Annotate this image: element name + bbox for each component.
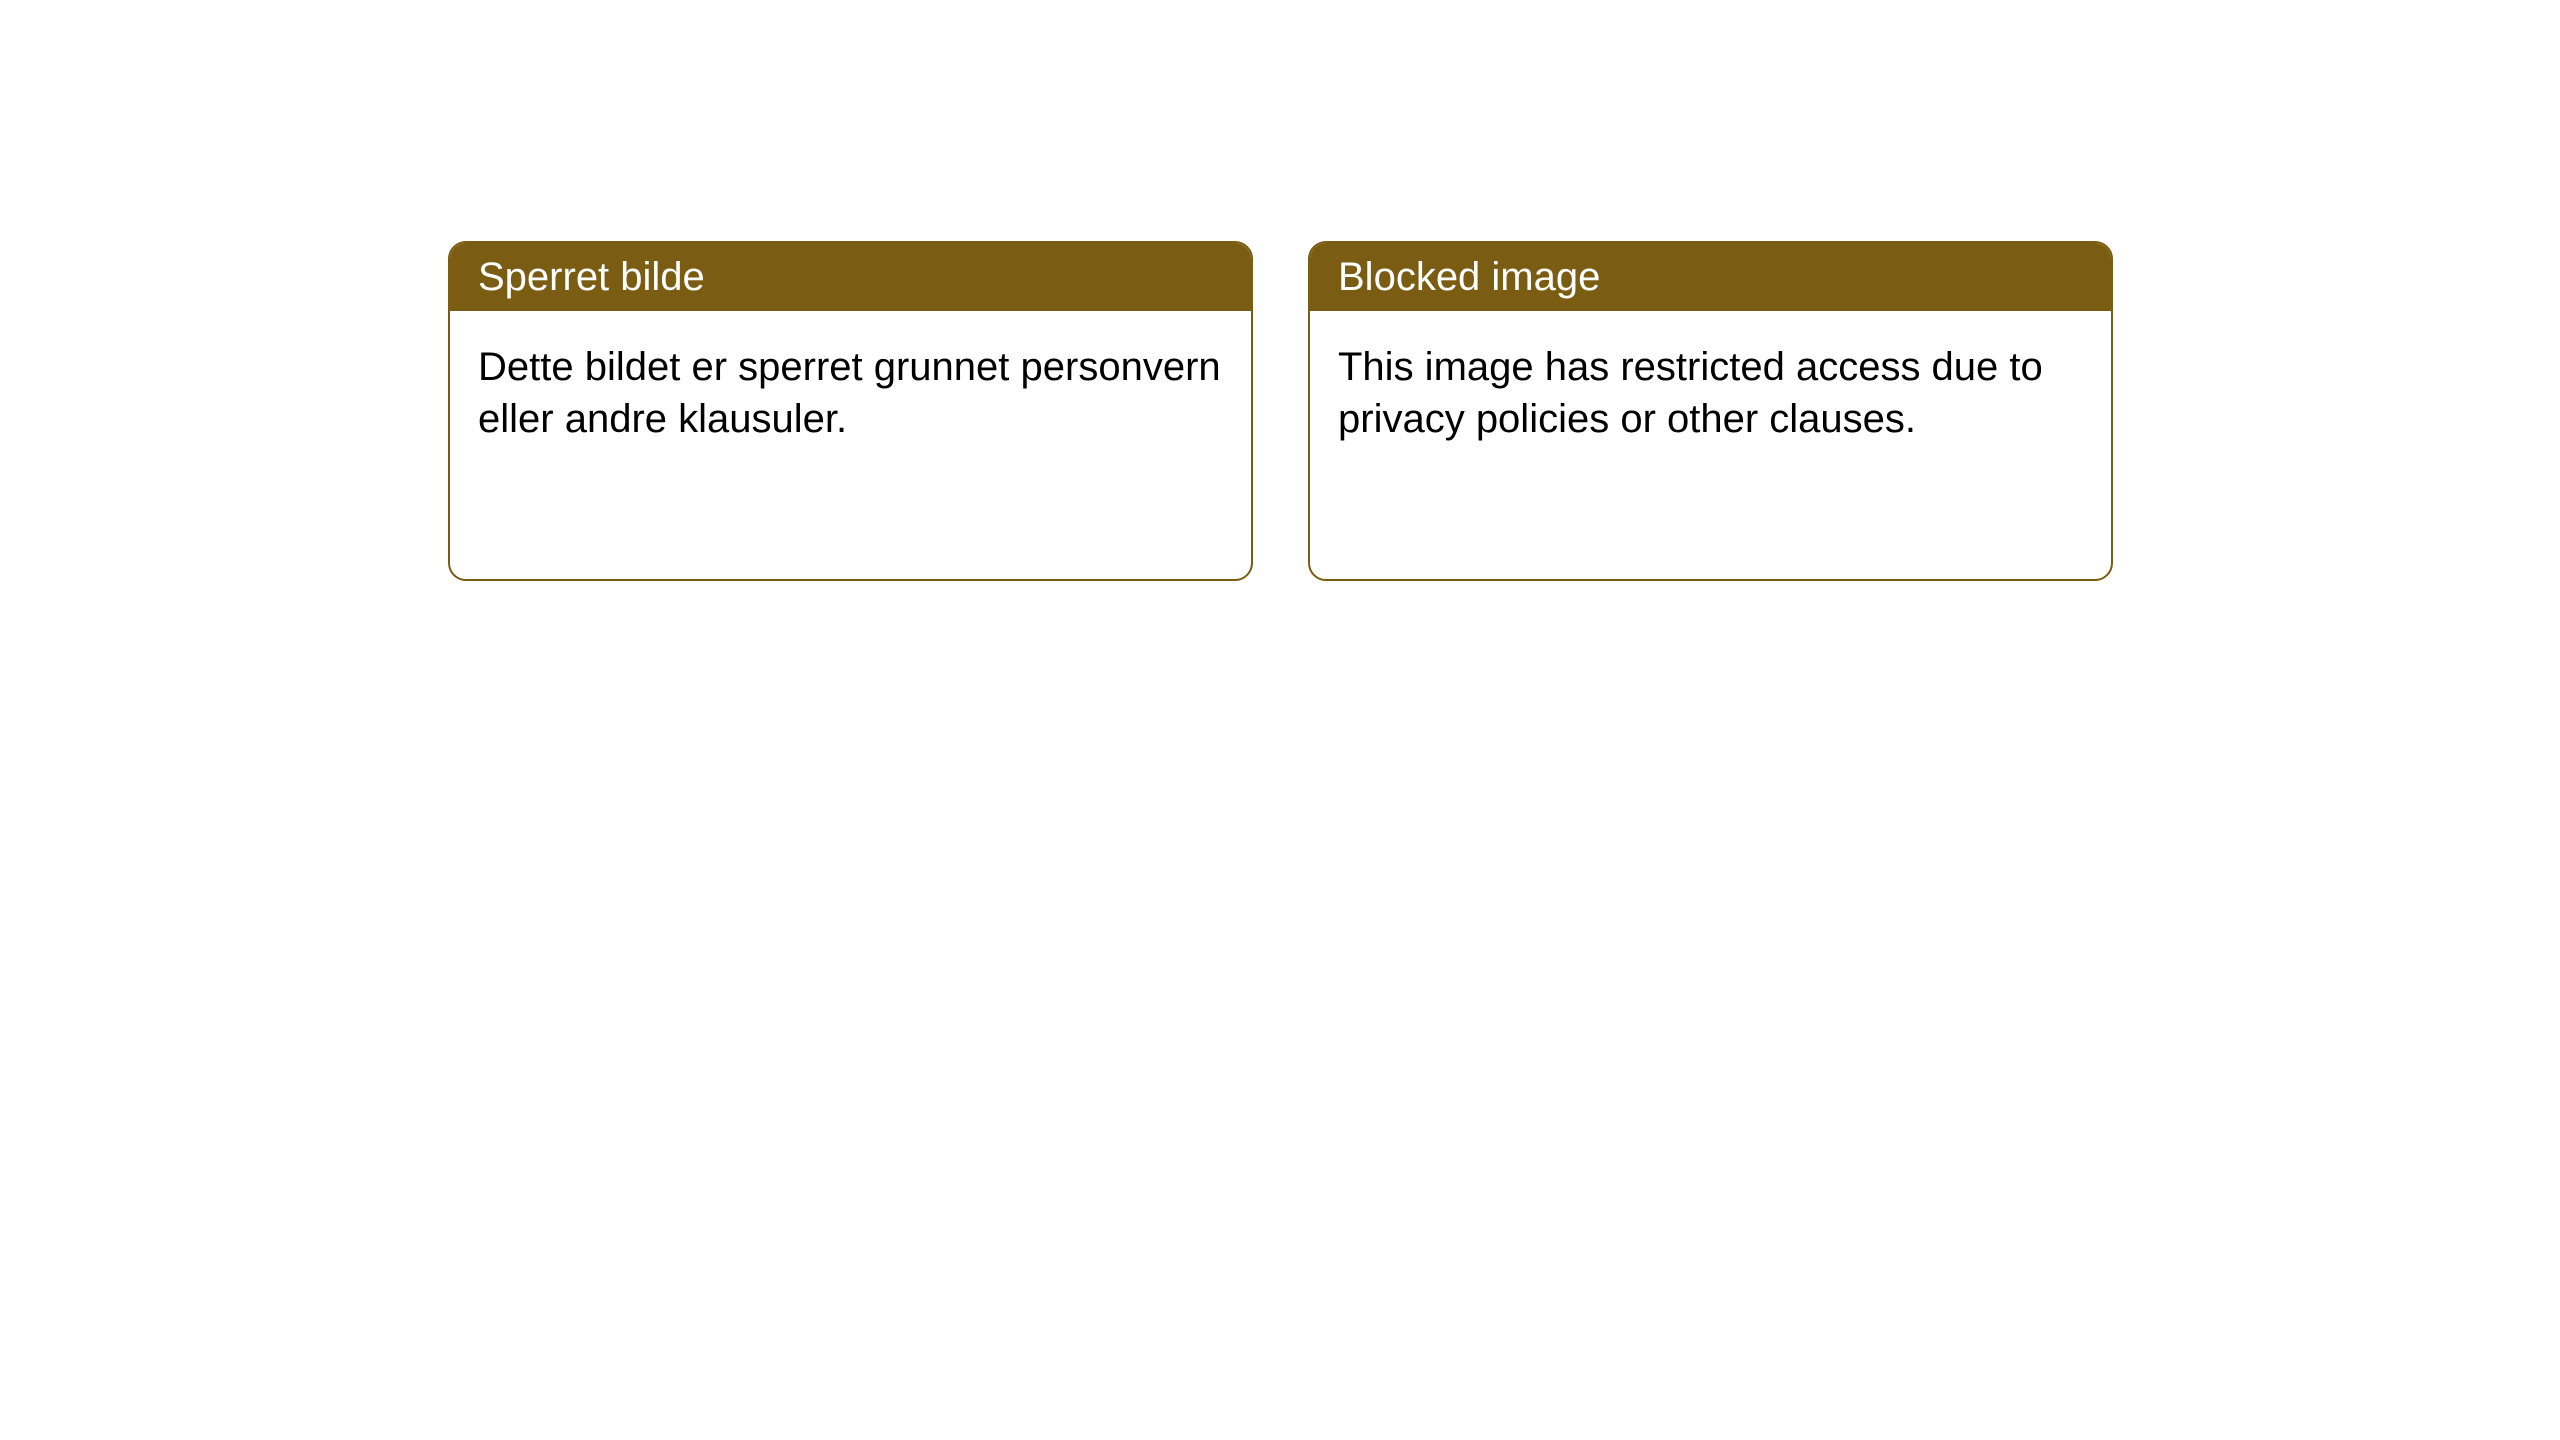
notice-body-norwegian: Dette bildet er sperret grunnet personve… (450, 311, 1251, 475)
notice-title-norwegian: Sperret bilde (478, 255, 705, 299)
notice-card-english: Blocked image This image has restricted … (1308, 241, 2113, 581)
notice-card-norwegian: Sperret bilde Dette bildet er sperret gr… (448, 241, 1253, 581)
notice-text-norwegian: Dette bildet er sperret grunnet personve… (478, 345, 1221, 441)
notice-container: Sperret bilde Dette bildet er sperret gr… (448, 241, 2113, 581)
notice-header-norwegian: Sperret bilde (450, 243, 1251, 311)
notice-header-english: Blocked image (1310, 243, 2111, 311)
notice-text-english: This image has restricted access due to … (1338, 345, 2043, 441)
notice-body-english: This image has restricted access due to … (1310, 311, 2111, 475)
notice-title-english: Blocked image (1338, 255, 1600, 299)
